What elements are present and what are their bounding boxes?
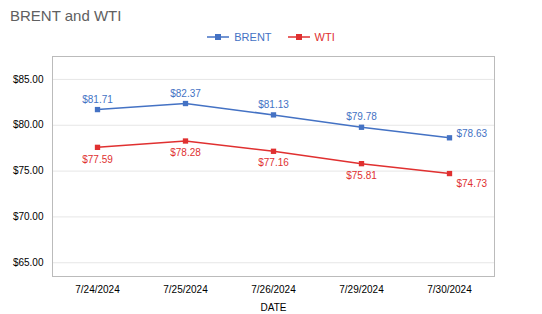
svg-text:$65.00: $65.00 bbox=[13, 257, 44, 268]
html-text:BRENT: BRENT bbox=[234, 31, 272, 43]
svg-text:$81.13: $81.13 bbox=[258, 99, 289, 110]
svg-text:$82.37: $82.37 bbox=[170, 88, 201, 99]
svg-text:DATE: DATE bbox=[261, 302, 287, 313]
svg-text:7/26/2024: 7/26/2024 bbox=[251, 284, 296, 295]
svg-text:$85.00: $85.00 bbox=[13, 74, 44, 85]
svg-text:$78.28: $78.28 bbox=[170, 147, 201, 158]
svg-text:$81.71: $81.71 bbox=[82, 94, 113, 105]
svg-text:7/29/2024: 7/29/2024 bbox=[339, 284, 384, 295]
svg-text:7/24/2024: 7/24/2024 bbox=[75, 284, 120, 295]
svg-text:7/30/2024: 7/30/2024 bbox=[427, 284, 472, 295]
svg-text:$74.73: $74.73 bbox=[457, 178, 488, 189]
svg-text:$78.63: $78.63 bbox=[457, 128, 488, 139]
svg-text:$79.78: $79.78 bbox=[346, 111, 377, 122]
svg-text:$77.16: $77.16 bbox=[258, 157, 289, 168]
svg-text:$75.00: $75.00 bbox=[13, 165, 44, 176]
svg-text:$80.00: $80.00 bbox=[13, 119, 44, 130]
svg-text:$70.00: $70.00 bbox=[13, 211, 44, 222]
html-text:WTI: WTI bbox=[314, 31, 335, 43]
svg-text:$75.81: $75.81 bbox=[346, 170, 377, 181]
svg-text:$77.59: $77.59 bbox=[82, 154, 113, 165]
svg-text:7/25/2024: 7/25/2024 bbox=[163, 284, 208, 295]
html-text:BRENT and WTI: BRENT and WTI bbox=[10, 7, 122, 24]
